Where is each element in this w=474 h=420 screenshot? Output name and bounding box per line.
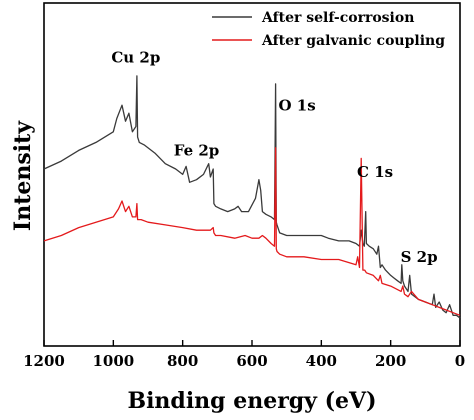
- x-axis-title: Binding energy (eV): [127, 388, 376, 414]
- y-axis-title: Intensity: [10, 120, 36, 231]
- x-tick-label: 1000: [92, 352, 134, 370]
- x-tick-label: 800: [167, 352, 198, 370]
- peak-label: Cu 2p: [111, 49, 160, 67]
- series-line-galvanic-coupling: [43, 147, 461, 316]
- x-tick-label: 1200: [23, 352, 65, 370]
- peak-label: S 2p: [401, 248, 438, 266]
- x-tick-label: 200: [375, 352, 406, 370]
- x-axis-ticks: 1200 1000 800 600 400 200 0: [23, 340, 465, 370]
- plot-frame: [43, 2, 461, 347]
- peak-label: C 1s: [357, 163, 393, 181]
- peak-label: Fe 2p: [174, 142, 220, 160]
- legend-label-self-corrosion: After self-corrosion: [261, 10, 414, 26]
- x-tick-label: 0: [455, 352, 465, 370]
- series-line-self-corrosion: [43, 75, 461, 319]
- x-tick-label: 600: [236, 352, 267, 370]
- peak-label: O 1s: [278, 97, 315, 115]
- x-tick-label: 400: [306, 352, 337, 370]
- legend: After self-corrosion After galvanic coup…: [212, 10, 445, 49]
- legend-label-galvanic-coupling: After galvanic coupling: [261, 33, 445, 49]
- series-layer: [43, 75, 461, 319]
- peak-annotations: Cu 2p Fe 2p O 1s C 1s S 2p: [111, 49, 437, 267]
